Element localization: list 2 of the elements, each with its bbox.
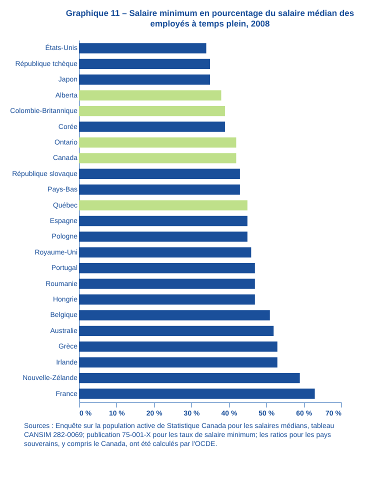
text: Graphique 11 – Salaire minimum en pourcentage du salaire médian des — [66, 8, 354, 18]
text: employés à temps plein, 2008 — [150, 18, 270, 28]
